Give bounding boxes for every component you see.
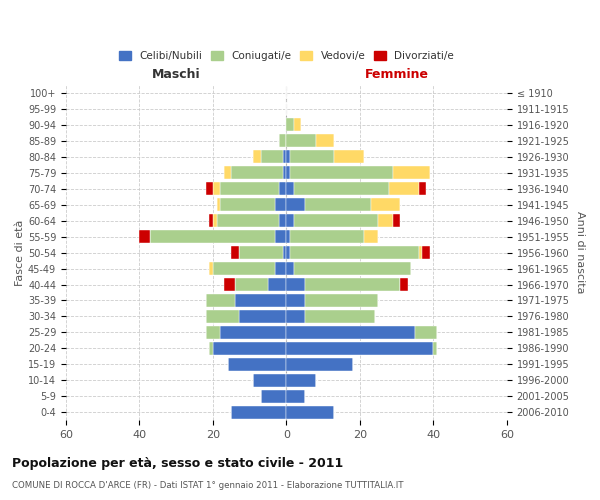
Bar	[213, 262, 275, 275]
Bar	[286, 326, 415, 339]
Y-axis label: Anni di nascita: Anni di nascita	[575, 212, 585, 294]
Bar	[286, 358, 353, 371]
Bar	[217, 214, 279, 227]
Bar	[209, 262, 213, 275]
Bar	[239, 310, 286, 323]
Bar	[151, 230, 275, 243]
Bar	[275, 262, 286, 275]
Bar	[224, 166, 231, 179]
Bar	[239, 246, 283, 259]
Bar	[224, 278, 235, 291]
Bar	[279, 134, 286, 147]
Bar	[393, 214, 400, 227]
Bar	[227, 358, 286, 371]
Text: Maschi: Maschi	[152, 68, 200, 82]
Bar	[305, 198, 371, 211]
Bar	[305, 278, 400, 291]
Text: Popolazione per età, sesso e stato civile - 2011: Popolazione per età, sesso e stato civil…	[12, 458, 343, 470]
Bar	[305, 294, 378, 307]
Y-axis label: Fasce di età: Fasce di età	[15, 220, 25, 286]
Bar	[260, 150, 283, 163]
Bar	[283, 246, 286, 259]
Bar	[231, 246, 239, 259]
Bar	[286, 406, 334, 418]
Bar	[433, 342, 437, 355]
Bar	[286, 278, 305, 291]
Bar	[139, 230, 151, 243]
Bar	[290, 150, 334, 163]
Bar	[209, 342, 213, 355]
Bar	[286, 230, 290, 243]
Bar	[294, 182, 389, 195]
Bar	[364, 230, 378, 243]
Bar	[334, 150, 364, 163]
Legend: Celibi/Nubili, Coniugati/e, Vedovi/e, Divorziati/e: Celibi/Nubili, Coniugati/e, Vedovi/e, Di…	[115, 46, 458, 65]
Bar	[206, 310, 239, 323]
Bar	[220, 326, 286, 339]
Bar	[294, 118, 301, 131]
Bar	[279, 182, 286, 195]
Bar	[286, 374, 316, 386]
Bar	[290, 166, 393, 179]
Bar	[231, 406, 286, 418]
Bar	[220, 182, 279, 195]
Bar	[286, 150, 290, 163]
Bar	[393, 166, 430, 179]
Text: Femmine: Femmine	[365, 68, 428, 82]
Bar	[286, 310, 305, 323]
Bar	[260, 390, 286, 402]
Bar	[422, 246, 430, 259]
Bar	[286, 166, 290, 179]
Bar	[206, 294, 235, 307]
Bar	[286, 198, 305, 211]
Bar	[286, 342, 433, 355]
Bar	[220, 198, 275, 211]
Bar	[389, 182, 419, 195]
Bar	[286, 246, 290, 259]
Bar	[294, 214, 378, 227]
Text: COMUNE DI ROCCA D'ARCE (FR) - Dati ISTAT 1° gennaio 2011 - Elaborazione TUTTITAL: COMUNE DI ROCCA D'ARCE (FR) - Dati ISTAT…	[12, 480, 404, 490]
Bar	[286, 214, 294, 227]
Bar	[316, 134, 334, 147]
Bar	[217, 198, 220, 211]
Bar	[235, 294, 286, 307]
Bar	[286, 294, 305, 307]
Bar	[419, 246, 422, 259]
Bar	[286, 118, 294, 131]
Bar	[253, 374, 286, 386]
Bar	[371, 198, 400, 211]
Bar	[283, 150, 286, 163]
Bar	[286, 262, 294, 275]
Bar	[415, 326, 437, 339]
Bar	[294, 262, 412, 275]
Bar	[253, 150, 260, 163]
Bar	[419, 182, 426, 195]
Bar	[231, 166, 283, 179]
Bar	[290, 230, 364, 243]
Bar	[283, 166, 286, 179]
Bar	[305, 310, 374, 323]
Bar	[213, 342, 286, 355]
Bar	[206, 182, 213, 195]
Bar	[213, 214, 217, 227]
Bar	[286, 390, 305, 402]
Bar	[235, 278, 268, 291]
Bar	[286, 182, 294, 195]
Bar	[209, 214, 213, 227]
Bar	[279, 214, 286, 227]
Bar	[275, 198, 286, 211]
Bar	[290, 246, 419, 259]
Bar	[400, 278, 407, 291]
Bar	[268, 278, 286, 291]
Bar	[378, 214, 393, 227]
Bar	[213, 182, 220, 195]
Bar	[286, 134, 316, 147]
Bar	[275, 230, 286, 243]
Bar	[206, 326, 220, 339]
